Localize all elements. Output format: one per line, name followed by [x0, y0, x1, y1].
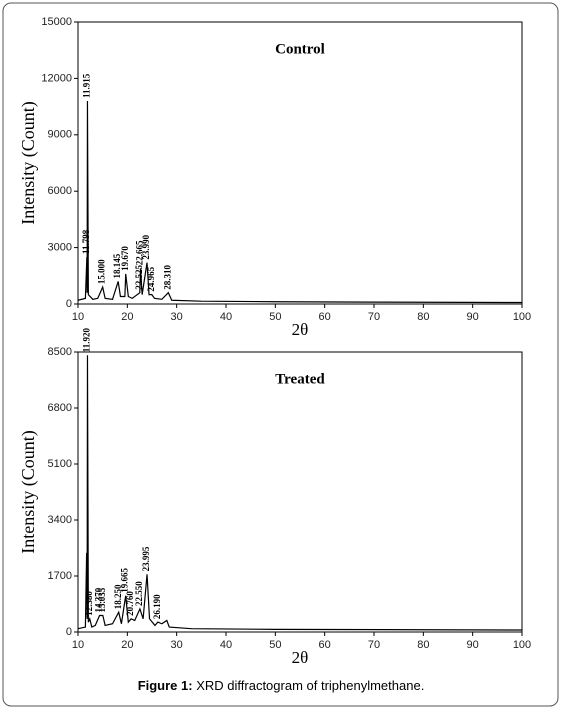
y-tick-label: 3400	[48, 514, 72, 526]
x-axis-label: 2θ	[292, 320, 309, 339]
x-tick-label: 60	[319, 639, 331, 651]
peak-label: 24.965	[146, 266, 156, 291]
x-tick-label: 90	[467, 311, 479, 323]
y-tick-label: 9000	[48, 129, 72, 141]
x-tick-label: 30	[171, 639, 183, 651]
peak-label: 11.915	[82, 73, 92, 98]
y-tick-label: 0	[66, 298, 72, 310]
peak-label: 18.250	[113, 584, 123, 609]
y-tick-label: 15000	[41, 16, 72, 28]
x-tick-label: 50	[269, 639, 281, 651]
x-tick-label: 20	[121, 311, 133, 323]
peak-label: 11.798	[81, 229, 91, 254]
x-tick-label: 60	[319, 311, 331, 323]
x-tick-label: 10	[72, 311, 84, 323]
chart-title: Control	[275, 41, 325, 57]
x-tick-label: 20	[121, 639, 133, 651]
y-tick-label: 0	[66, 626, 72, 638]
x-tick-label: 100	[513, 639, 531, 651]
peak-label: 19.665	[120, 568, 130, 593]
x-tick-label: 70	[368, 639, 380, 651]
peak-label: 23.995	[141, 546, 151, 571]
peak-label: 22.550	[134, 581, 144, 606]
x-tick-label: 30	[171, 311, 183, 323]
plot-frame	[77, 21, 523, 305]
y-tick-label: 12000	[41, 72, 72, 84]
caption: Figure 1: XRD diffractogram of triphenyl…	[138, 678, 425, 693]
plot-frame	[77, 351, 523, 633]
x-tick-label: 50	[269, 311, 281, 323]
peak-label: 11.920	[82, 328, 92, 353]
peak-label: 19.670	[120, 246, 130, 271]
y-axis-label: Intensity (Count)	[18, 430, 39, 554]
x-tick-label: 100	[513, 311, 531, 323]
peak-label: 23.990	[141, 234, 151, 259]
peak-label: 22.525	[134, 264, 144, 289]
peak-label: 14.370	[94, 587, 104, 612]
x-tick-label: 80	[417, 639, 429, 651]
data-line	[77, 100, 523, 304]
data-line	[77, 355, 523, 631]
peak-label: 28.310	[162, 264, 172, 289]
caption-label: Figure 1:	[138, 678, 193, 693]
peak-label: 22.665	[135, 240, 145, 265]
y-tick-label: 3000	[48, 242, 72, 254]
y-tick-label: 6000	[48, 185, 72, 197]
x-axis-label: 2θ	[292, 648, 309, 667]
chart-title: Treated	[275, 371, 325, 387]
x-tick-label: 40	[220, 311, 232, 323]
y-tick-label: 5100	[48, 458, 72, 470]
x-tick-label: 90	[467, 639, 479, 651]
x-tick-label: 70	[368, 311, 380, 323]
figure-border	[2, 2, 559, 707]
x-tick-label: 80	[417, 311, 429, 323]
peak-label: 26.190	[152, 594, 162, 619]
y-tick-label: 6800	[48, 402, 72, 414]
y-axis-label: Intensity (Count)	[18, 101, 39, 225]
y-tick-label: 1700	[48, 570, 72, 582]
x-tick-label: 10	[72, 639, 84, 651]
peak-label: 18.145	[112, 253, 122, 278]
peak-label: 20.760	[125, 591, 135, 616]
peak-label: 15.000	[97, 259, 107, 284]
y-tick-label: 8500	[48, 346, 72, 358]
caption-text: XRD diffractogram of triphenylmethane.	[196, 678, 424, 693]
peak-label: 12.380	[84, 591, 94, 616]
x-tick-label: 40	[220, 639, 232, 651]
peak-label: 15.035	[97, 587, 107, 612]
